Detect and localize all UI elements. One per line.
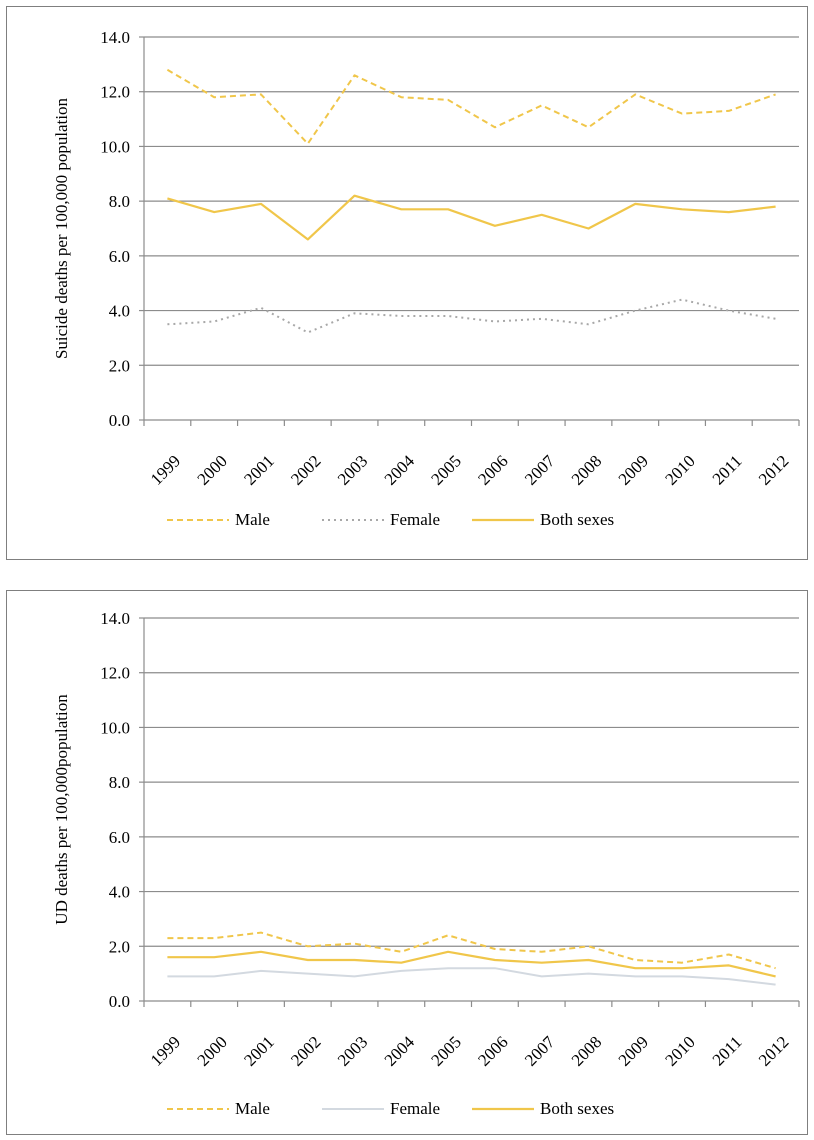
y-tick-label: 8.0 [109,773,130,792]
y-tick-label: 6.0 [109,828,130,847]
legend-label: Female [390,1099,440,1118]
ud-chart-panel: 0.0 2.0 4.0 6.0 8.0 10.0 12.0 14.0 1999 2000 2001 2… [6,590,808,1135]
ud-line-chart: 0.0 2.0 4.0 6.0 8.0 10.0 12.0 14.0 1999 2000 2001 2… [52,609,800,1118]
y-tick-label: 14.0 [100,609,130,628]
y-tick-label: 2.0 [109,937,130,956]
x-tick-label: 2003 [334,451,371,488]
y-axis-label: Suicide deaths per 100,000 population [52,97,71,359]
x-tick-label: 2007 [521,451,559,489]
x-tick-label: 2005 [427,451,464,488]
series-line-female [167,298,776,334]
y-tick-label: 12.0 [100,83,130,102]
x-tick-label: 1999 [147,1032,184,1069]
legend-label: Male [235,510,270,529]
y-axis-label: UD deaths per 100,000population [52,694,71,925]
series-line-female [167,967,776,986]
x-tick-label: 2011 [709,451,746,488]
y-tick-label: 6.0 [109,247,130,266]
x-tick-label: 1999 [147,451,184,488]
x-tick-label: 2008 [568,1032,605,1069]
x-tick-label: 2004 [381,451,419,489]
y-tick-label: 10.0 [100,718,130,737]
series-line-both-sexes [167,950,776,978]
suicide-chart-panel: 0.0 2.0 4.0 6.0 8.0 10.0 12.0 14.0 1999 2000 2001 2… [6,6,808,560]
y-tick-label: 10.0 [100,137,130,156]
x-tick-label: 2011 [709,1032,746,1069]
y-tick-label: 0.0 [109,411,130,430]
x-tick-label: 2007 [521,1032,559,1070]
series-line-male [167,931,776,970]
x-tick-label: 2001 [240,451,277,488]
x-tick-label: 2012 [755,451,792,488]
x-tick-label: 2002 [287,451,324,488]
series-line-both-sexes [167,194,776,241]
x-tick-label: 2005 [427,1032,464,1069]
y-tick-label: 2.0 [109,356,130,375]
series-line-male [166,68,776,145]
y-tick-label: 14.0 [100,28,130,47]
legend-label: Both sexes [540,1099,614,1118]
x-tick-label: 2012 [755,1032,792,1069]
x-tick-label: 2004 [381,1032,419,1070]
y-tick-label: 4.0 [109,302,130,321]
y-tick-label: 4.0 [109,883,130,902]
x-tick-label: 2003 [334,1032,371,1069]
y-tick-label: 12.0 [100,664,130,683]
x-tick-label: 2001 [240,1032,277,1069]
x-tick-label: 2000 [194,451,231,488]
x-tick-label: 2010 [661,1032,698,1069]
x-tick-label: 2009 [615,451,652,488]
legend-label: Female [390,510,440,529]
x-tick-label: 2008 [568,451,605,488]
x-tick-label: 2006 [474,451,511,488]
suicide-line-chart: 0.0 2.0 4.0 6.0 8.0 10.0 12.0 14.0 1999 2000 2001 2… [52,28,800,529]
x-tick-label: 2006 [474,1032,511,1069]
legend-label: Both sexes [540,510,614,529]
x-tick-label: 2009 [615,1032,652,1069]
x-tick-label: 2010 [661,451,698,488]
y-tick-label: 8.0 [109,192,130,211]
y-tick-label: 0.0 [109,992,130,1011]
x-tick-label: 2002 [287,1032,324,1069]
legend-label: Male [235,1099,270,1118]
x-tick-label: 2000 [194,1032,231,1069]
